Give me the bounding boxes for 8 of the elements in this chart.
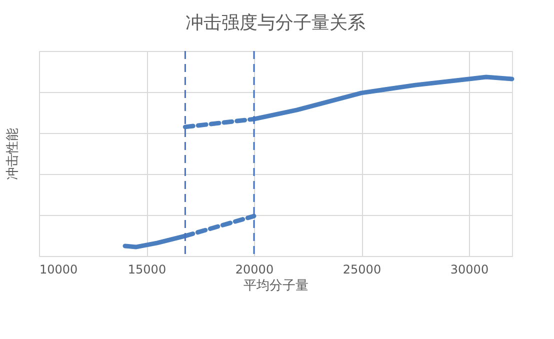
- x-tick-label: 10000: [40, 262, 78, 276]
- x-tick-label: 20000: [235, 262, 274, 276]
- x-tick-label: 15000: [128, 262, 166, 276]
- chart-title: 冲击强度与分子量关系: [186, 12, 366, 34]
- x-axis-title: 平均分子量: [244, 278, 308, 294]
- x-tick-label: 25000: [342, 262, 382, 276]
- x-tick-label: 30000: [450, 262, 489, 276]
- y-axis-title: 冲击性能: [6, 128, 20, 180]
